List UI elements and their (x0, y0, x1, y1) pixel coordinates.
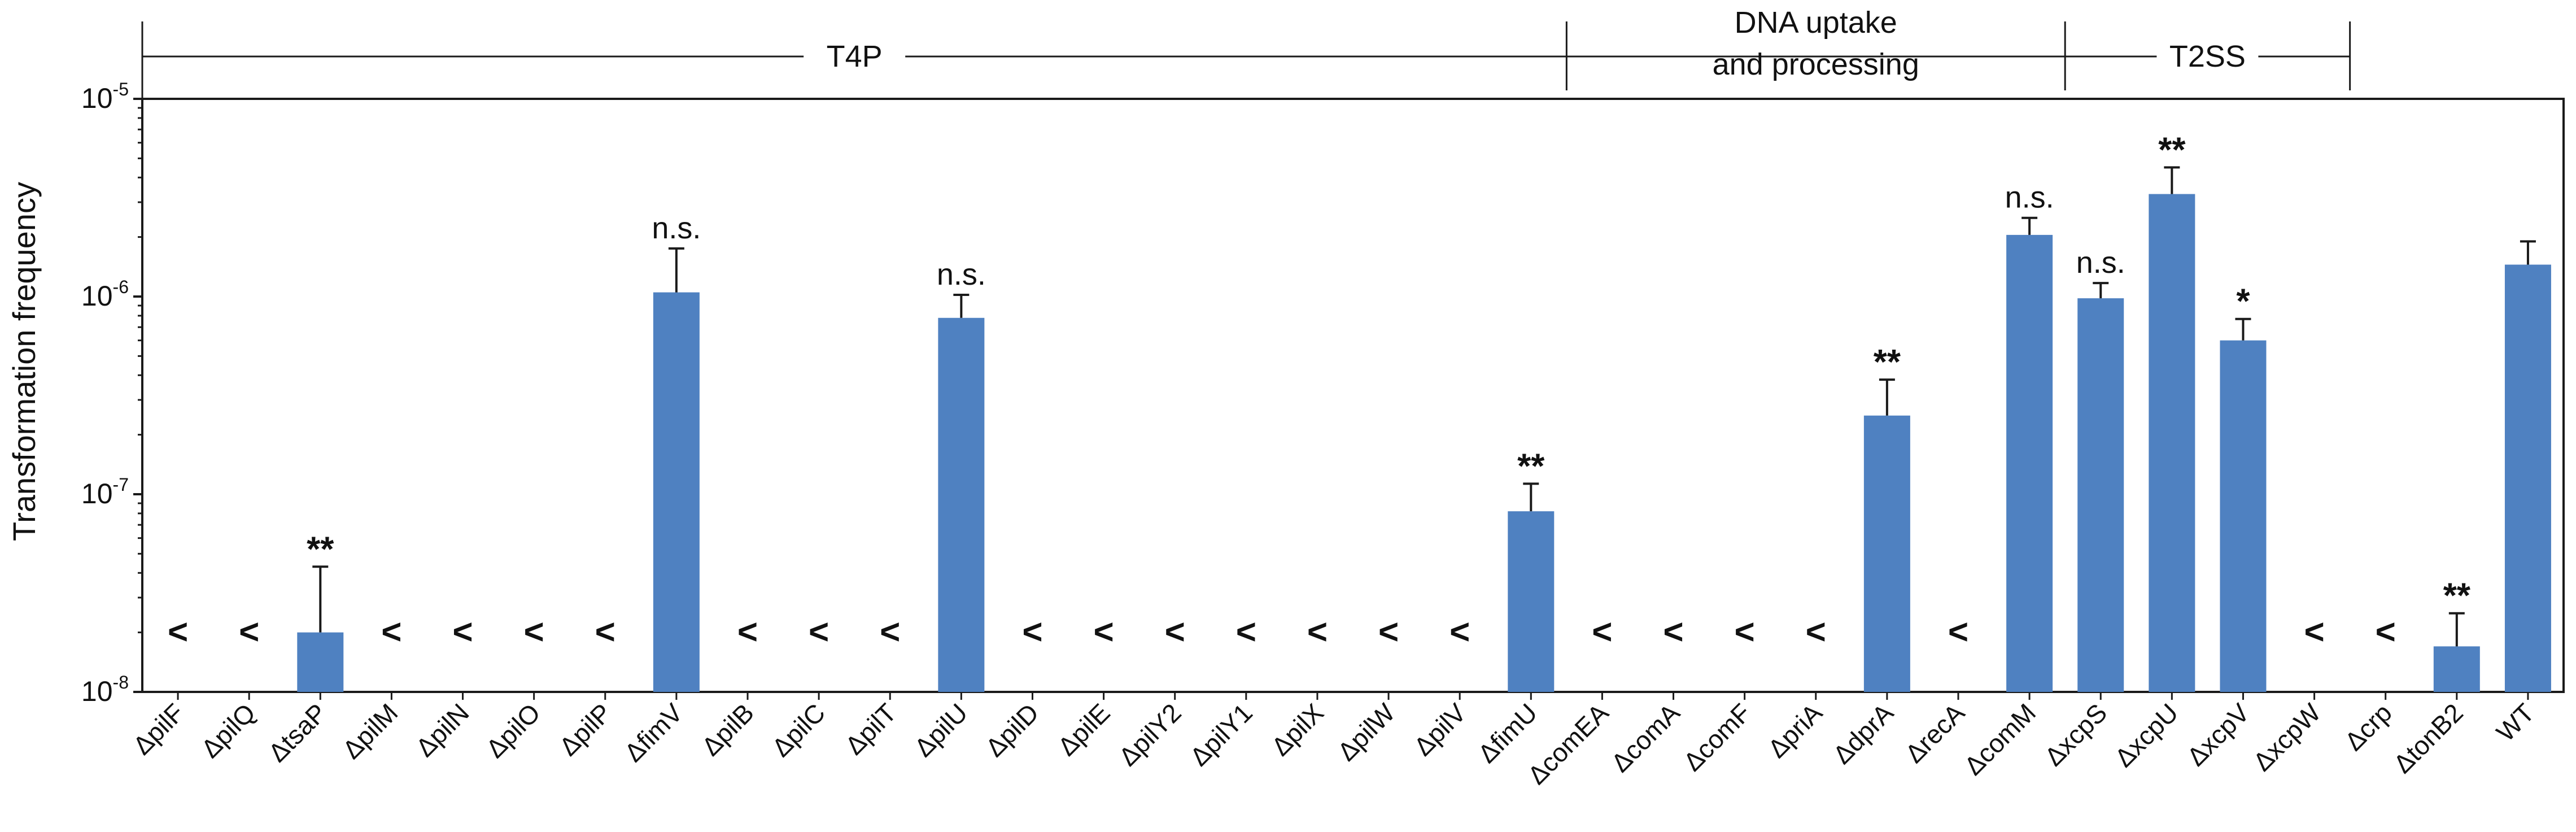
x-tick-label: ΔpilM (337, 698, 403, 764)
x-tick-label: ΔcomF (1678, 698, 1757, 777)
below-detection-marker: < (1165, 613, 1185, 652)
significance-label: * (2236, 282, 2250, 321)
bars: < < ** < < < < n.s. < < < n.s. < < < < < < < ** < < < < ** < n.s. n… (168, 130, 2551, 692)
x-tick-label: ΔpilX (1265, 698, 1329, 761)
x-tick-label: ΔfimV (618, 698, 688, 768)
group-label: T4P (827, 40, 883, 73)
significance-label: ** (2443, 577, 2471, 616)
y-tick-label: 10-6 (81, 277, 129, 312)
group-brackets: T4P DNA uptake and processing T2SS (141, 6, 2351, 99)
x-tick-label: ΔcomM (1958, 698, 2041, 781)
x-tick-label: ΔpilF (127, 698, 190, 760)
x-tick-label: Δcrp (2339, 698, 2398, 756)
below-detection-marker: < (1735, 613, 1755, 652)
y-tick-label: 10-5 (81, 79, 129, 114)
x-tick-label: ΔpilP (553, 698, 617, 761)
significance-label: n.s. (937, 258, 986, 291)
significance-label: ** (307, 530, 334, 569)
y-axis-label: Transformation frequency (6, 182, 42, 541)
below-detection-marker: < (1022, 613, 1042, 652)
x-tick-label: ΔpilY1 (1184, 698, 1258, 772)
below-detection-marker: < (1307, 613, 1328, 652)
significance-label: ** (1874, 343, 1901, 382)
x-tick-label: ΔxcpV (2181, 698, 2255, 772)
x-tick-label: ΔpilQ (195, 698, 261, 763)
x-tick-label: ΔpilO (480, 698, 545, 763)
below-detection-marker: < (1449, 613, 1470, 652)
bar (653, 292, 700, 692)
below-detection-marker: < (239, 613, 259, 652)
x-tick-label: ΔpilU (909, 698, 973, 763)
x-tick-label: ΔfimU (1472, 698, 1543, 768)
bar (2149, 194, 2195, 692)
bar (1508, 511, 1555, 692)
bar (2220, 340, 2267, 692)
x-tick-label: ΔtsaP (263, 698, 333, 768)
bar (2006, 234, 2053, 692)
below-detection-marker: < (168, 613, 188, 652)
group-label: and processing (1713, 47, 1919, 81)
bar (297, 632, 344, 692)
below-detection-marker: < (524, 613, 544, 652)
x-tick-label: ΔpilV (1408, 698, 1472, 761)
bar (2504, 264, 2551, 692)
x-tick-label: WT (2491, 698, 2540, 747)
axes (133, 98, 2565, 700)
group-label: DNA uptake (1735, 6, 1897, 40)
x-tick-label: ΔpilY2 (1113, 698, 1187, 772)
y-tick-label: 10-8 (81, 672, 129, 707)
significance-label: n.s. (2076, 246, 2125, 280)
plot-frame (141, 98, 2565, 693)
below-detection-marker: < (595, 613, 615, 652)
significance-label: ** (2158, 130, 2186, 169)
x-tick-label: ΔpilT (839, 698, 902, 760)
x-tick-label: ΔpilC (766, 698, 831, 763)
x-tick-label: ΔpilE (1052, 698, 1116, 761)
bar (1863, 415, 1910, 692)
y-tick-label: 10-7 (81, 474, 129, 509)
below-detection-marker: < (2304, 613, 2324, 652)
below-detection-marker: < (1236, 613, 1256, 652)
below-detection-marker: < (1378, 613, 1399, 652)
x-tick-label: ΔrecA (1900, 698, 1971, 769)
x-tick-label: ΔcomA (1605, 698, 1686, 778)
below-detection-marker: < (809, 613, 829, 652)
below-detection-marker: < (1663, 613, 1683, 652)
below-detection-marker: < (1592, 613, 1612, 652)
below-detection-marker: < (1806, 613, 1826, 652)
below-detection-marker: < (381, 613, 401, 652)
below-detection-marker: < (1093, 613, 1114, 652)
x-tick-label: ΔpriA (1762, 698, 1828, 764)
significance-label: ** (1517, 447, 1545, 486)
x-tick-label: ΔpilW (1331, 698, 1400, 766)
x-tick-label: ΔdprA (1827, 698, 1899, 769)
x-tick-label: ΔxcpU (2109, 698, 2184, 773)
bar (2433, 646, 2480, 692)
bar (938, 317, 985, 692)
significance-label: n.s. (2005, 181, 2054, 215)
x-tick-label: ΔxcpS (2038, 698, 2112, 772)
x-tick-label: ΔpilD (980, 698, 1045, 763)
bar (2077, 298, 2124, 692)
below-detection-marker: < (880, 613, 900, 652)
x-tick-label: ΔxcpW (2247, 698, 2326, 777)
below-detection-marker: < (1948, 613, 1968, 652)
x-tick-label: ΔtonB2 (2387, 698, 2468, 778)
below-detection-marker: < (452, 613, 473, 652)
below-detection-marker: < (737, 613, 758, 652)
x-tick-label: ΔpilB (696, 698, 759, 761)
x-tick-label: ΔpilN (410, 698, 475, 763)
below-detection-marker: < (2376, 613, 2396, 652)
significance-label: n.s. (652, 211, 701, 245)
group-label: T2SS (2169, 40, 2246, 73)
